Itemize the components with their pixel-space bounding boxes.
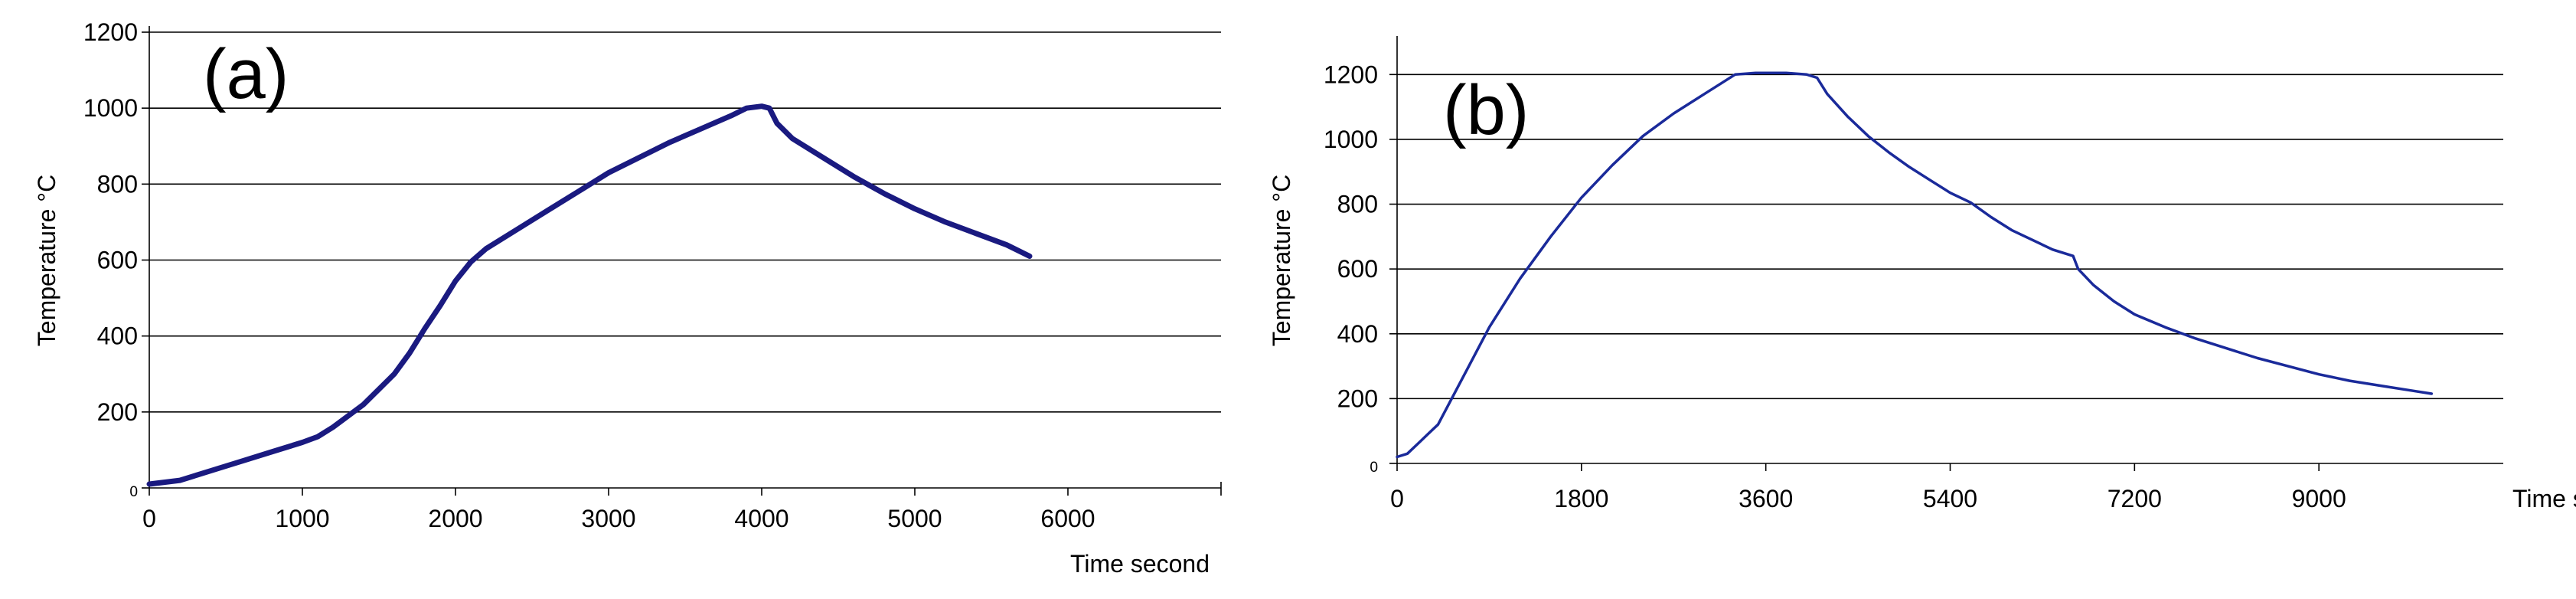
y-axis-title: Temperature °C	[33, 175, 60, 346]
x-tick-label: 7200	[2107, 485, 2162, 512]
panel-label: (b)	[1443, 71, 1529, 149]
y-tick-label: 600	[1337, 255, 1378, 283]
x-tick-label: 9000	[2292, 485, 2346, 512]
x-tick-label: 5400	[1923, 485, 1977, 512]
panel-label: (a)	[203, 35, 289, 113]
x-tick-label: 4000	[734, 505, 788, 532]
y-tick-label: 1000	[83, 94, 138, 122]
y-tick-label: 1200	[83, 18, 138, 46]
y-tick-label: 0	[1370, 460, 1378, 476]
y-tick-label: 800	[1337, 191, 1378, 218]
y-tick-label: 600	[97, 247, 138, 274]
y-tick-label: 400	[97, 322, 138, 350]
x-axis-title: Time second	[1070, 550, 1210, 578]
x-tick-label: 3000	[581, 505, 635, 532]
y-tick-label: 0	[129, 484, 138, 500]
x-tick-label: 6000	[1040, 505, 1095, 532]
y-tick-label: 200	[1337, 385, 1378, 412]
y-tick-label: 1200	[1324, 61, 1378, 88]
x-tick-label: 5000	[887, 505, 942, 532]
chart-panel-a: 0 200 400 600 800 1000 1200 0 1000 2000 3000 4000 50…	[33, 18, 1222, 578]
x-tick-label: 0	[142, 505, 156, 532]
x-tick-label: 3600	[1739, 485, 1793, 512]
x-tick-label: 2000	[428, 505, 482, 532]
y-tick-label: 800	[97, 170, 138, 198]
y-tick-label: 200	[97, 398, 138, 426]
x-tick-label: 0	[1390, 485, 1404, 512]
temperature-series-line	[1396, 71, 2434, 459]
y-axis-title: Temperature °C	[1268, 175, 1295, 346]
x-tick-label: 1000	[275, 505, 329, 532]
x-tick-label: 1800	[1554, 485, 1608, 512]
chart-panel-b: 0 200 400 600 800 1000 1200 0 1800 3600 5400 7200 90…	[1268, 36, 2576, 512]
x-axis-title: Time second	[2512, 485, 2576, 512]
y-tick-label: 400	[1337, 320, 1378, 348]
y-tick-label: 1000	[1324, 126, 1378, 153]
temperature-series-line	[146, 103, 1033, 487]
